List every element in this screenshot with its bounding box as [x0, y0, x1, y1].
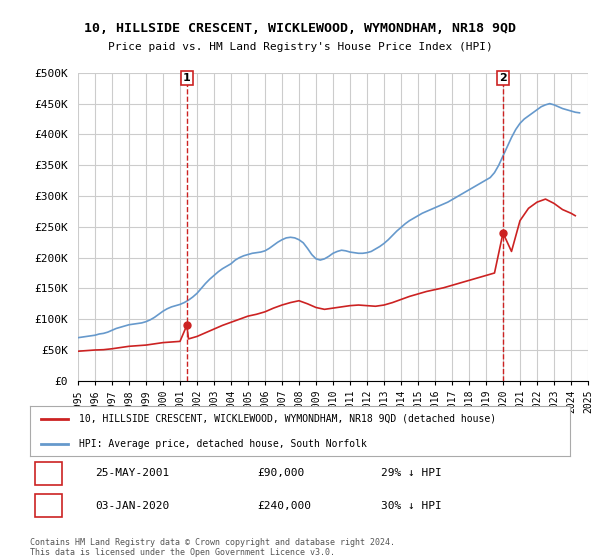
Text: £90,000: £90,000 — [257, 468, 304, 478]
Text: 03-JAN-2020: 03-JAN-2020 — [95, 501, 169, 511]
Text: 10, HILLSIDE CRESCENT, WICKLEWOOD, WYMONDHAM, NR18 9QD (detached house): 10, HILLSIDE CRESCENT, WICKLEWOOD, WYMON… — [79, 414, 496, 423]
Text: HPI: Average price, detached house, South Norfolk: HPI: Average price, detached house, Sout… — [79, 439, 367, 449]
Text: Contains HM Land Registry data © Crown copyright and database right 2024.
This d: Contains HM Land Registry data © Crown c… — [30, 538, 395, 557]
Text: 29% ↓ HPI: 29% ↓ HPI — [381, 468, 442, 478]
Text: 2: 2 — [45, 499, 53, 512]
Text: 25-MAY-2001: 25-MAY-2001 — [95, 468, 169, 478]
FancyBboxPatch shape — [35, 462, 62, 485]
Text: 2: 2 — [499, 73, 507, 83]
Text: 10, HILLSIDE CRESCENT, WICKLEWOOD, WYMONDHAM, NR18 9QD: 10, HILLSIDE CRESCENT, WICKLEWOOD, WYMON… — [84, 22, 516, 35]
Text: 1: 1 — [45, 467, 53, 480]
Text: 30% ↓ HPI: 30% ↓ HPI — [381, 501, 442, 511]
Text: £240,000: £240,000 — [257, 501, 311, 511]
Text: 1: 1 — [183, 73, 191, 83]
FancyBboxPatch shape — [35, 494, 62, 517]
Text: Price paid vs. HM Land Registry's House Price Index (HPI): Price paid vs. HM Land Registry's House … — [107, 42, 493, 52]
